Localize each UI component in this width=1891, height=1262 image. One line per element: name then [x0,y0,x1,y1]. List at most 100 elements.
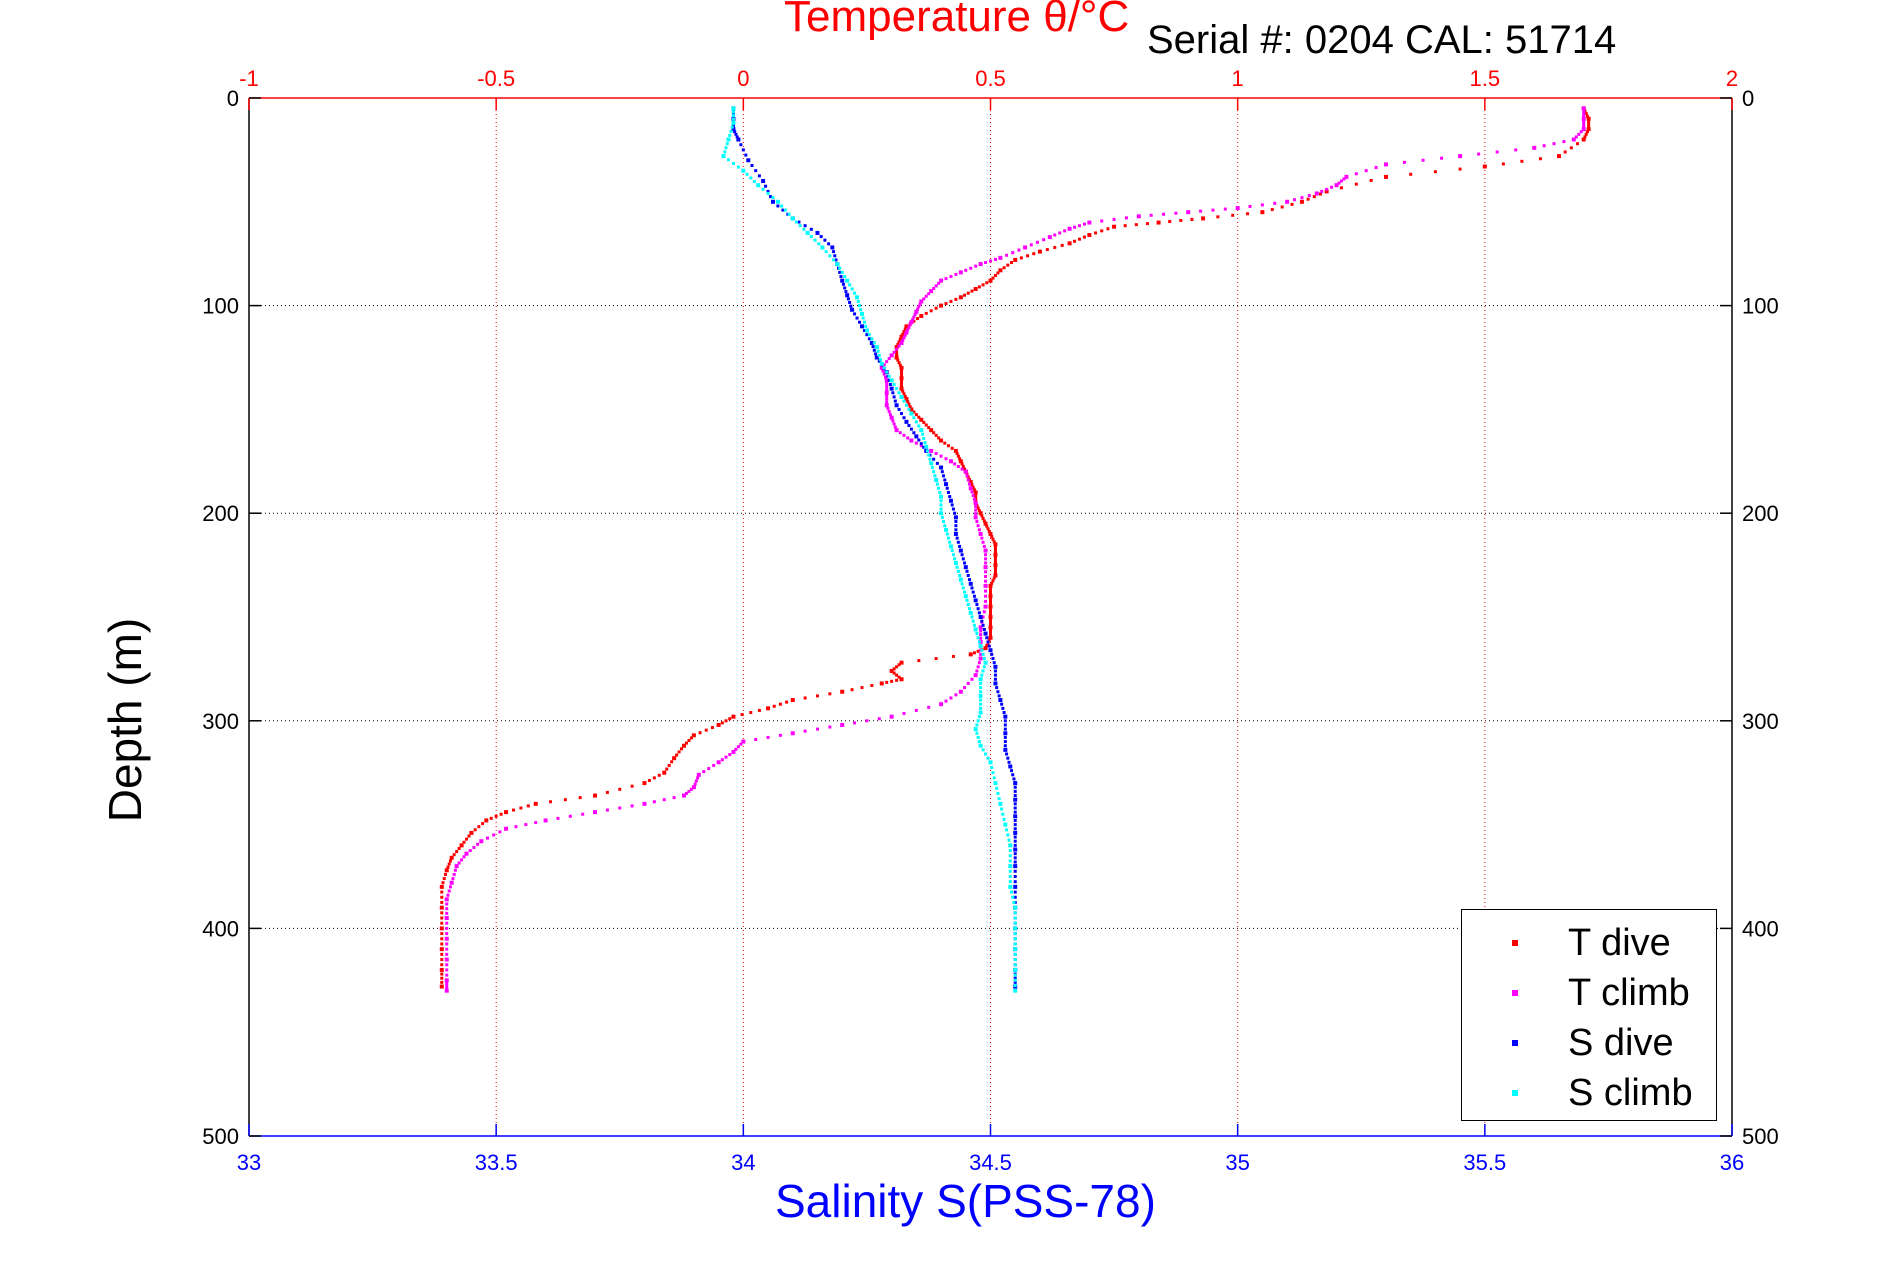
data-point [942,520,946,524]
data-point [1013,852,1017,856]
data-point [912,416,916,420]
data-point [981,623,985,627]
data-point [445,907,449,911]
data-point [1013,952,1017,956]
data-point [894,345,899,350]
data-point [983,565,988,570]
data-point [978,644,983,649]
data-point [1112,224,1117,229]
data-point [1520,159,1524,163]
data-point [899,677,904,682]
data-point [733,130,737,134]
data-point [440,980,444,984]
data-point [1199,209,1203,213]
data-point [967,607,971,611]
data-point [894,428,899,433]
data-point [770,199,775,204]
data-point [728,753,732,757]
data-point [1047,235,1052,240]
data-point [1013,785,1017,789]
data-point [874,352,878,356]
data-point [727,158,731,162]
data-point [693,782,697,786]
data-point [955,536,959,540]
data-point [988,531,993,536]
data-point [976,649,980,653]
data-point [618,787,622,791]
data-point [877,353,881,357]
data-point [761,187,765,191]
tick-label-bottom: 35 [1225,1150,1249,1175]
data-point [766,735,770,739]
data-point [993,673,997,677]
data-point [969,266,973,270]
data-point [989,586,992,590]
data-point [445,973,449,977]
data-point [925,449,929,453]
data-point [992,661,996,665]
data-point [978,531,983,536]
data-point [1280,205,1284,209]
data-point [966,681,970,685]
data-point [979,652,983,656]
data-point [1013,976,1017,980]
data-point [504,826,509,831]
data-point [844,290,848,294]
data-point [731,110,735,114]
data-point [1013,823,1017,827]
data-point [1587,125,1591,129]
data-point [739,143,743,147]
data-point [1013,967,1018,972]
data-point [1458,154,1463,159]
data-point [870,337,874,341]
data-point [757,708,761,712]
data-point [986,640,990,644]
data-point [445,911,449,915]
data-point [1112,217,1116,221]
data-point [1584,112,1588,116]
data-point [1011,251,1015,255]
data-point [924,294,928,298]
data-point [1514,148,1518,152]
data-point [973,490,978,495]
data-point [440,916,444,920]
data-point [937,486,941,490]
data-point [524,823,528,827]
data-point [980,514,984,518]
data-point [1008,875,1012,878]
data-point [988,625,993,630]
data-point [949,696,953,700]
data-point [696,772,701,777]
data-point [1354,172,1358,176]
data-point [1100,219,1104,223]
data-point [725,142,729,146]
data-point [916,307,920,311]
data-point [682,743,687,748]
data-point [445,981,449,985]
data-point [987,638,991,642]
data-point [441,881,445,885]
legend-marker [1512,1090,1518,1096]
data-point [891,419,895,423]
data-point [979,629,983,633]
data-point [1013,905,1018,910]
data-point [729,129,733,133]
data-point [780,204,784,208]
data-point [993,681,998,686]
data-point [1334,183,1339,188]
data-point [1216,215,1220,219]
tick-label-left: 200 [202,501,239,526]
data-point [960,553,964,557]
data-point [900,384,904,388]
data-point [504,810,509,815]
data-point [914,420,918,424]
data-point [687,739,691,743]
data-point [982,519,986,523]
data-point [882,363,886,367]
data-point [993,542,998,547]
data-point [982,657,986,661]
data-point [974,504,978,508]
data-point [984,261,988,265]
tick-label-right: 300 [1742,709,1779,734]
data-point [979,698,983,702]
